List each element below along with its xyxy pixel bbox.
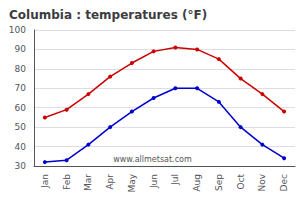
svg-text:80: 80	[15, 64, 27, 74]
svg-text:60: 60	[15, 103, 27, 113]
svg-text:90: 90	[15, 44, 27, 54]
svg-text:Jul: Jul	[170, 174, 180, 186]
svg-text:30: 30	[15, 161, 27, 171]
svg-text:May: May	[127, 173, 137, 192]
svg-text:40: 40	[15, 142, 27, 152]
svg-text:Jun: Jun	[149, 174, 159, 189]
svg-text:Dec: Dec	[279, 174, 289, 191]
svg-text:Jan: Jan	[40, 174, 50, 189]
svg-text:www.allmetsat.com: www.allmetsat.com	[113, 155, 192, 164]
svg-text:Oct: Oct	[236, 174, 246, 190]
svg-text:Sep: Sep	[214, 174, 224, 191]
svg-text:Apr: Apr	[105, 174, 115, 190]
svg-text:Nov: Nov	[257, 173, 267, 191]
svg-text:Aug: Aug	[192, 174, 202, 192]
svg-text:100: 100	[9, 25, 26, 35]
svg-text:Columbia : temperatures (°F): Columbia : temperatures (°F)	[9, 8, 207, 22]
svg-text:Mar: Mar	[83, 174, 93, 191]
svg-text:50: 50	[15, 122, 27, 132]
svg-text:70: 70	[15, 83, 27, 93]
svg-text:Feb: Feb	[62, 174, 72, 190]
